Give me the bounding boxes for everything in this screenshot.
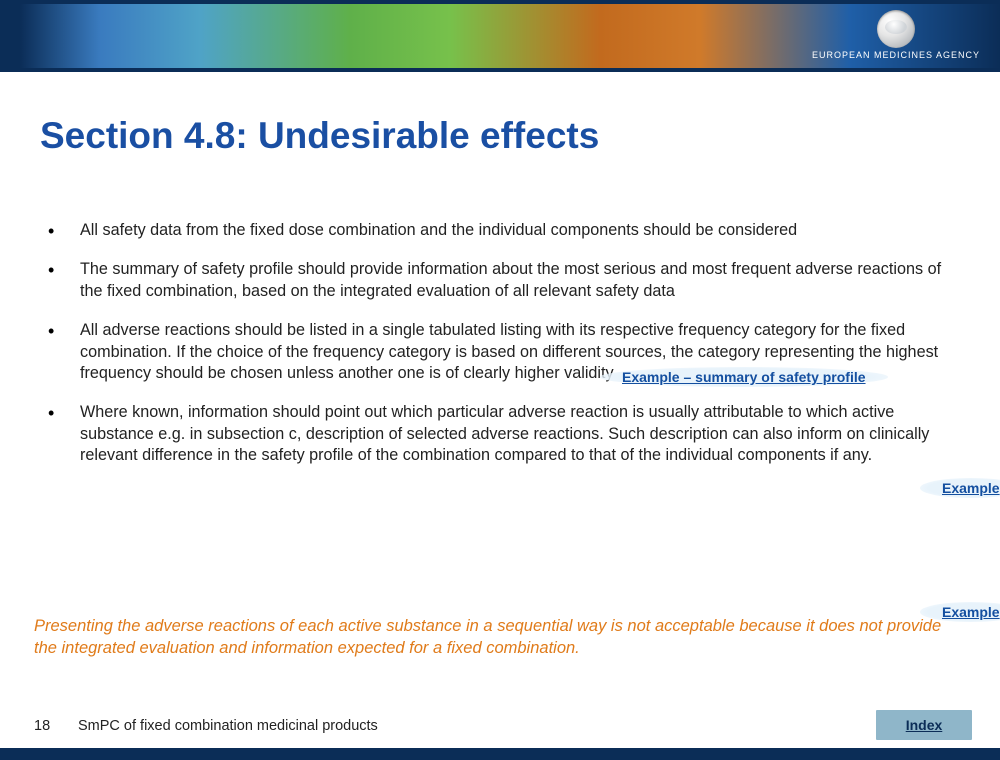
italic-note: Presenting the adverse reactions of each…: [34, 616, 944, 660]
bullet-list: All safety data from the fixed dose comb…: [40, 220, 960, 466]
logo-icon: [877, 10, 915, 48]
slide: EUROPEAN MEDICINES AGENCY Section 4.8: U…: [0, 0, 1000, 760]
agency-name: EUROPEAN MEDICINES AGENCY: [812, 50, 980, 60]
page-number: 18: [34, 718, 50, 734]
slide-title: Section 4.8: Undesirable effects: [40, 115, 599, 157]
example-summary-link[interactable]: Example – summary of safety profile: [600, 367, 888, 387]
bullet-item: All safety data from the fixed dose comb…: [40, 220, 960, 241]
agency-logo: EUROPEAN MEDICINES AGENCY: [812, 10, 980, 60]
header-band: EUROPEAN MEDICINES AGENCY: [0, 0, 1000, 72]
bullet-item: The summary of safety profile should pro…: [40, 259, 960, 302]
content-area: All safety data from the fixed dose comb…: [40, 220, 960, 484]
bullet-item: Where known, information should point ou…: [40, 402, 960, 466]
example-link-2[interactable]: Example: [920, 478, 1000, 498]
footer-bar: [0, 748, 1000, 760]
footer-doc-title: SmPC of fixed combination medicinal prod…: [78, 718, 378, 734]
index-button[interactable]: Index: [876, 710, 972, 740]
